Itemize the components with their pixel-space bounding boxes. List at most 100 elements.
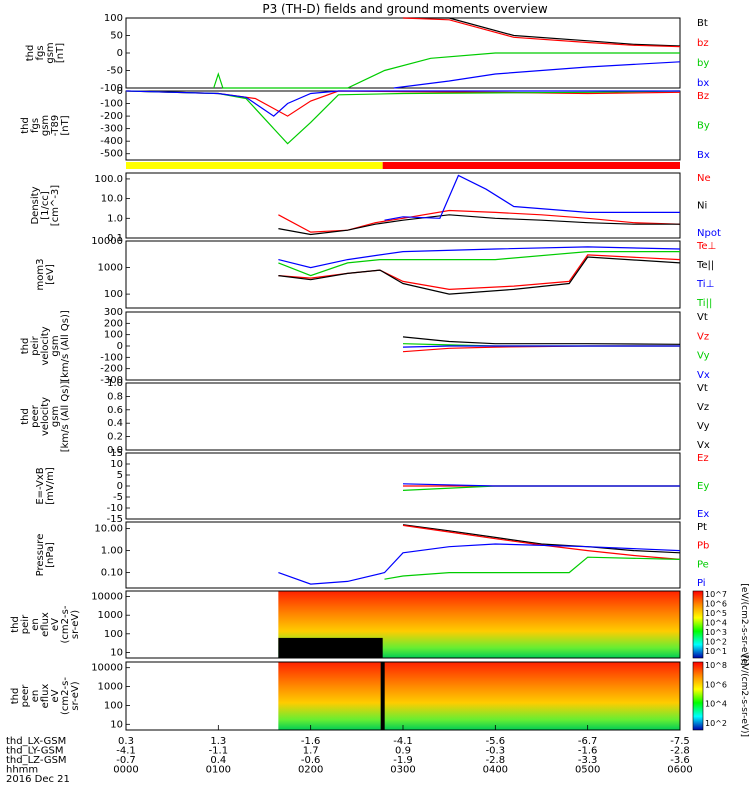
series-line-Pi (278, 543, 681, 585)
panel-frame (125, 90, 681, 161)
y-axis-label: [nT] (55, 43, 66, 63)
legend-entry: bz (697, 38, 709, 49)
orbit-value: -2.8 (486, 755, 506, 766)
orbit-row-label: thd_LX-GSM (6, 736, 66, 747)
series-line-bz (402, 17, 681, 48)
y-tick-label: 1.0 (107, 213, 123, 224)
legend-entry: Ti|| (696, 298, 712, 309)
panel-9: 10^710^610^510^410^310^210^1 [eV/(cm2-s-s… (10, 583, 749, 665)
y-axis-label: gsm (45, 42, 56, 63)
y-tick-label: -100 (100, 352, 123, 363)
series-line-Te (278, 256, 681, 295)
heatmap-nodata-patch (278, 637, 383, 658)
y-axis-label: thd (25, 45, 36, 62)
y-tick-label: 100 (104, 330, 123, 341)
y-tick-label: 0.10 (101, 568, 123, 579)
orbit-value: -0.3 (486, 746, 506, 757)
y-axis-label: sr-eV) (70, 610, 81, 639)
y-tick-label: 0 (117, 341, 123, 352)
y-axis-label: [km/s (All Qs)] (60, 310, 71, 382)
y-axis-label: velocity (40, 397, 51, 436)
legend-entry: Vy (697, 421, 710, 432)
legend-entry: Ey (697, 481, 709, 492)
y-tick-label: -100 (100, 83, 123, 94)
orbit-value: -5.6 (486, 736, 506, 747)
y-tick-label: 0.4 (107, 418, 123, 429)
panel-3: 100.0 10.0 1.0 0.1 Density [1/cc] [cm^-3] Ne Ni N… (30, 172, 721, 244)
series-line-bx (393, 61, 681, 89)
y-tick-label: 0 (117, 86, 123, 97)
orbit-value: 0.3 (118, 736, 134, 747)
y-tick-label: 0.2 (107, 432, 123, 443)
y-tick-label: 100 (104, 700, 123, 711)
y-tick-label: -5 (113, 492, 123, 503)
y-axis-label: en (30, 618, 41, 631)
y-tick-label: 10 (110, 647, 123, 658)
panel-frame (125, 382, 681, 451)
y-tick-label: -100 (100, 99, 123, 110)
orbit-value: 0600 (667, 765, 692, 776)
y-axis-label: (cm2-s- (60, 677, 71, 715)
y-axis-label: gsm (50, 335, 61, 356)
y-tick-label: -10 (107, 503, 123, 514)
y-axis-label: en (30, 690, 41, 703)
y-tick-label: 1.0 (107, 378, 123, 389)
orbit-value: -7.5 (670, 736, 690, 747)
legend-entry: Vz (697, 402, 709, 413)
orbit-value: 0.4 (210, 755, 226, 766)
y-axis-label: gsm (50, 406, 61, 427)
y-axis-label: eflux (40, 612, 51, 637)
colorbar-tick-label: 10^6 (705, 680, 727, 689)
y-tick-label: -500 (100, 149, 123, 160)
y-axis-label: mom3 (35, 259, 46, 291)
panel-frame (125, 521, 681, 589)
y-axis-label: peer (20, 684, 31, 708)
legend-entry: Te⊥ (696, 241, 716, 252)
y-tick-label: -400 (100, 136, 123, 147)
colorbar-tick-label: 10^2 (705, 719, 727, 728)
colorbar (692, 590, 704, 659)
legend-entry: Vt (697, 383, 708, 394)
series-line-By (125, 90, 681, 145)
y-tick-label: -200 (100, 364, 123, 375)
y-axis-label: peir (20, 614, 31, 634)
y-tick-label: 0 (117, 481, 123, 492)
y-tick-label: 100 (104, 289, 123, 300)
orbit-value: 0400 (483, 765, 508, 776)
y-axis-label: [1/cc] (40, 191, 51, 220)
legend-entry: Vt (697, 312, 708, 323)
colorbar-tick-label: 10^5 (705, 609, 727, 618)
legend-entry: Bz (697, 91, 709, 102)
y-tick-label: -15 (107, 514, 123, 525)
series-line-Ey (402, 485, 680, 491)
y-axis-label: [nPa] (45, 542, 56, 568)
colorbar-tick-label: 10^4 (705, 700, 727, 709)
y-axis-label: [nT] (60, 115, 71, 135)
colorbar-tick-label: 10^2 (705, 638, 727, 647)
series-line-Ti (278, 246, 681, 269)
orbit-value: -4.1 (116, 746, 136, 757)
y-axis-label: velocity (40, 326, 51, 365)
y-axis-label: sr-eV) (70, 681, 81, 710)
y-axis-label: [km/s (All Qs)] (60, 381, 71, 453)
colorbar-label: [eV/(cm2-s-sr-eV)] (739, 583, 749, 665)
status-bar-yellow (126, 162, 383, 169)
orbit-value: -1.6 (301, 736, 321, 747)
legend-entry: Ti⊥ (696, 279, 714, 290)
y-axis-label: peir (30, 335, 41, 355)
y-tick-label: 0.0 (107, 445, 123, 456)
series-line-Ne (278, 209, 681, 233)
figure-title: P3 (TH-D) fields and ground moments over… (262, 2, 547, 16)
orbit-value: -1.9 (393, 755, 413, 766)
y-tick-label: 10000 (91, 592, 123, 603)
legend-entry: By (697, 121, 710, 132)
orbit-value: 0000 (113, 765, 138, 776)
series-line-Te (278, 254, 681, 291)
orbit-value: -4.1 (393, 736, 413, 747)
legend-entry: by (697, 58, 709, 69)
y-tick-label: 10.0 (101, 194, 123, 205)
y-axis-label: thd (10, 616, 21, 633)
y-tick-label: 300 (104, 307, 123, 318)
colorbar-tick-label: 10^1 (705, 647, 727, 656)
